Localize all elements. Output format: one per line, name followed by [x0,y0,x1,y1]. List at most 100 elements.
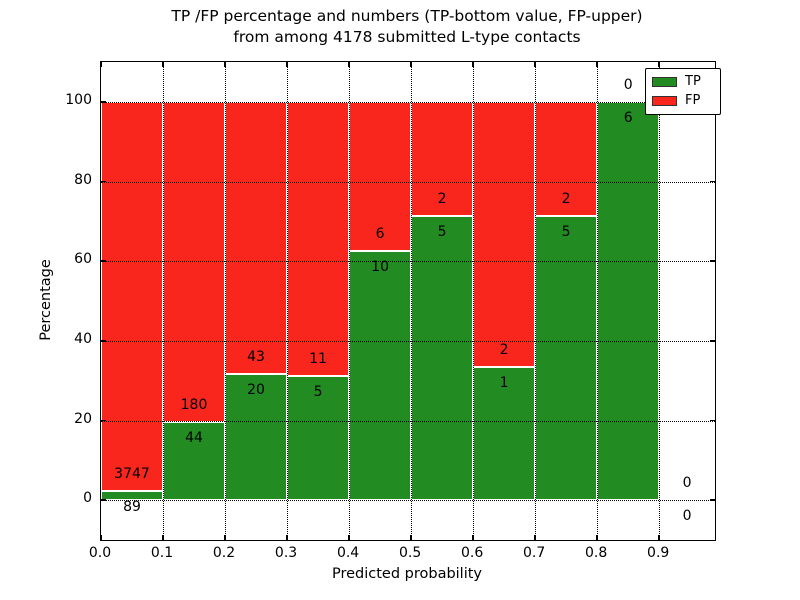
x-tick-mark-top [162,62,164,67]
bar-segment-fp [287,101,350,376]
x-tick-mark [596,535,598,540]
chart-title: TP /FP percentage and numbers (TP-bottom… [100,6,714,48]
x-gridline [225,62,227,540]
fp-count-label: 0 [682,475,692,492]
legend-entry-fp: FP [652,93,714,109]
x-gridline [597,62,599,540]
tp-count-label: 44 [185,429,203,446]
x-tick-mark [658,535,660,540]
x-tick-label: 0.3 [274,545,298,561]
bar-segment-tp [535,215,598,501]
x-gridline [535,62,537,540]
bar-segment-fp [101,101,164,491]
x-tick-mark-top [410,62,412,67]
x-tick-label: 0.1 [150,545,174,561]
fp-count-label: 2 [561,190,571,207]
x-tick-mark [286,535,288,540]
x-axis-label: Predicted probability [331,566,483,582]
y-gridline [101,500,715,502]
bar-segment-tp [349,251,412,501]
fp-color-swatch [652,96,677,106]
plot-area: 3747 89 180 44 43 20 11 5 6 10 2 5 2 1 2 5 0 6 0 0 [100,61,716,541]
x-gridline [163,62,165,540]
legend-entry-tp: TP [652,74,714,90]
x-tick-mark-top [658,62,660,67]
fp-count-label: 0 [623,76,633,93]
y-tick-mark [101,419,106,422]
y-tick-label: 40 [74,330,92,347]
x-tick-label: 0.7 [523,545,546,561]
x-tick-mark [162,535,164,540]
x-tick-label: 0.8 [585,545,608,561]
bar-segment-tp [101,490,164,501]
bar-segment-fp [411,101,474,216]
bar-segment-fp [473,101,536,368]
fp-count-label: 2 [437,190,447,207]
y-tick-label: 20 [74,410,92,427]
y-tick-label: 80 [74,171,92,188]
fp-count-label: 2 [499,342,509,359]
x-tick-label: 0.9 [647,545,670,561]
y-gridline [101,261,715,263]
x-tick-mark-top [534,62,536,67]
bar-segment-tp [597,101,660,501]
tp-count-label: 5 [437,223,447,240]
x-gridline [473,62,475,540]
y-tick-mark [101,499,106,501]
y-gridline [101,340,715,342]
legend-label-fp: FP [685,93,701,108]
y-tick-mark-right [710,499,715,501]
chart-title-line1: TP /FP percentage and numbers (TP-bottom… [171,7,643,25]
fp-count-label: 43 [247,348,265,365]
tp-color-swatch [652,77,677,87]
x-tick-label: 0.2 [212,545,236,561]
fp-count-label: 11 [309,350,327,367]
tp-count-label: 20 [247,381,265,398]
tp-count-label: 10 [371,259,389,276]
y-tick-mark [101,260,106,262]
tp-count-label: 1 [499,375,509,392]
bar-segment-tp [225,373,288,501]
bar-segment-tp [287,375,350,501]
x-tick-mark-top [348,62,350,67]
legend-label-tp: TP [685,74,701,89]
bar-segment-tp [411,215,474,501]
tp-count-label: 5 [313,383,323,400]
y-tick-label: 0 [83,490,92,507]
x-tick-mark-top [596,62,598,67]
y-tick-mark-right [710,180,715,183]
chart-title-line2: from among 4178 submitted L-type contact… [233,28,581,46]
y-tick-mark [101,180,106,183]
x-tick-mark [534,535,536,540]
y-tick-label: 60 [74,251,92,268]
y-tick-mark-right [710,260,715,262]
x-gridline [659,62,661,540]
x-tick-mark-top [224,62,226,67]
bar-segment-fp [535,101,598,216]
x-gridline [411,62,413,540]
y-tick-mark-right [710,419,715,422]
x-tick-label: 0.5 [398,545,422,561]
x-tick-mark [100,535,102,540]
bar-segment-fp [225,101,288,374]
x-tick-label: 0.6 [460,545,484,561]
x-tick-mark [224,535,226,540]
x-gridline [287,62,289,540]
y-axis-label: Percentage [38,259,54,341]
legend: TP FP [645,68,721,115]
fp-count-label: 6 [375,226,385,243]
tp-count-label: 6 [623,109,633,126]
x-tick-mark-top [472,62,474,67]
x-tick-mark [348,535,350,540]
x-tick-mark [472,535,474,540]
tp-count-label: 89 [123,498,141,515]
x-tick-mark-top [100,62,102,67]
x-gridline [349,62,351,540]
x-tick-mark [410,535,412,540]
fp-count-label: 180 [180,396,208,413]
bar-segment-tp [163,421,226,501]
y-gridline [101,420,715,422]
tp-count-label: 5 [561,223,571,240]
tp-count-label: 0 [682,508,692,525]
